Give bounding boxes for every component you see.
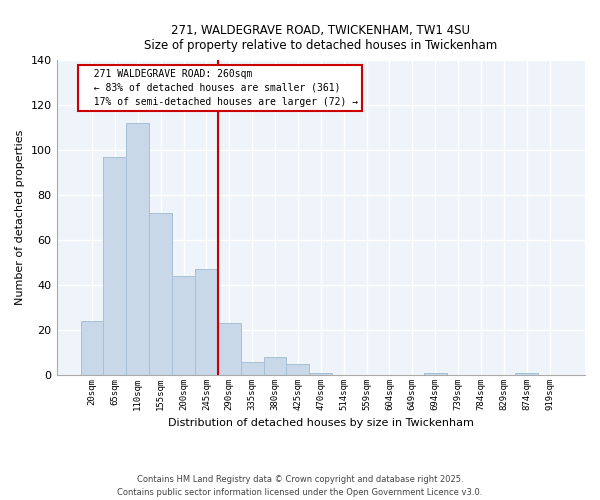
- Bar: [172, 276, 195, 375]
- Bar: [149, 213, 172, 375]
- Bar: [103, 157, 127, 375]
- Bar: [80, 321, 103, 375]
- Text: Contains HM Land Registry data © Crown copyright and database right 2025.
Contai: Contains HM Land Registry data © Crown c…: [118, 476, 482, 497]
- Bar: [263, 357, 286, 375]
- Bar: [310, 373, 332, 375]
- Bar: [218, 324, 241, 375]
- Bar: [286, 364, 310, 375]
- Text: 271 WALDEGRAVE ROAD: 260sqm
  ← 83% of detached houses are smaller (361)
  17% o: 271 WALDEGRAVE ROAD: 260sqm ← 83% of det…: [82, 69, 358, 107]
- Bar: [127, 123, 149, 375]
- X-axis label: Distribution of detached houses by size in Twickenham: Distribution of detached houses by size …: [168, 418, 474, 428]
- Bar: [241, 362, 263, 375]
- Bar: [424, 373, 446, 375]
- Y-axis label: Number of detached properties: Number of detached properties: [15, 130, 25, 305]
- Title: 271, WALDEGRAVE ROAD, TWICKENHAM, TW1 4SU
Size of property relative to detached : 271, WALDEGRAVE ROAD, TWICKENHAM, TW1 4S…: [144, 24, 497, 52]
- Bar: [515, 373, 538, 375]
- Bar: [195, 269, 218, 375]
